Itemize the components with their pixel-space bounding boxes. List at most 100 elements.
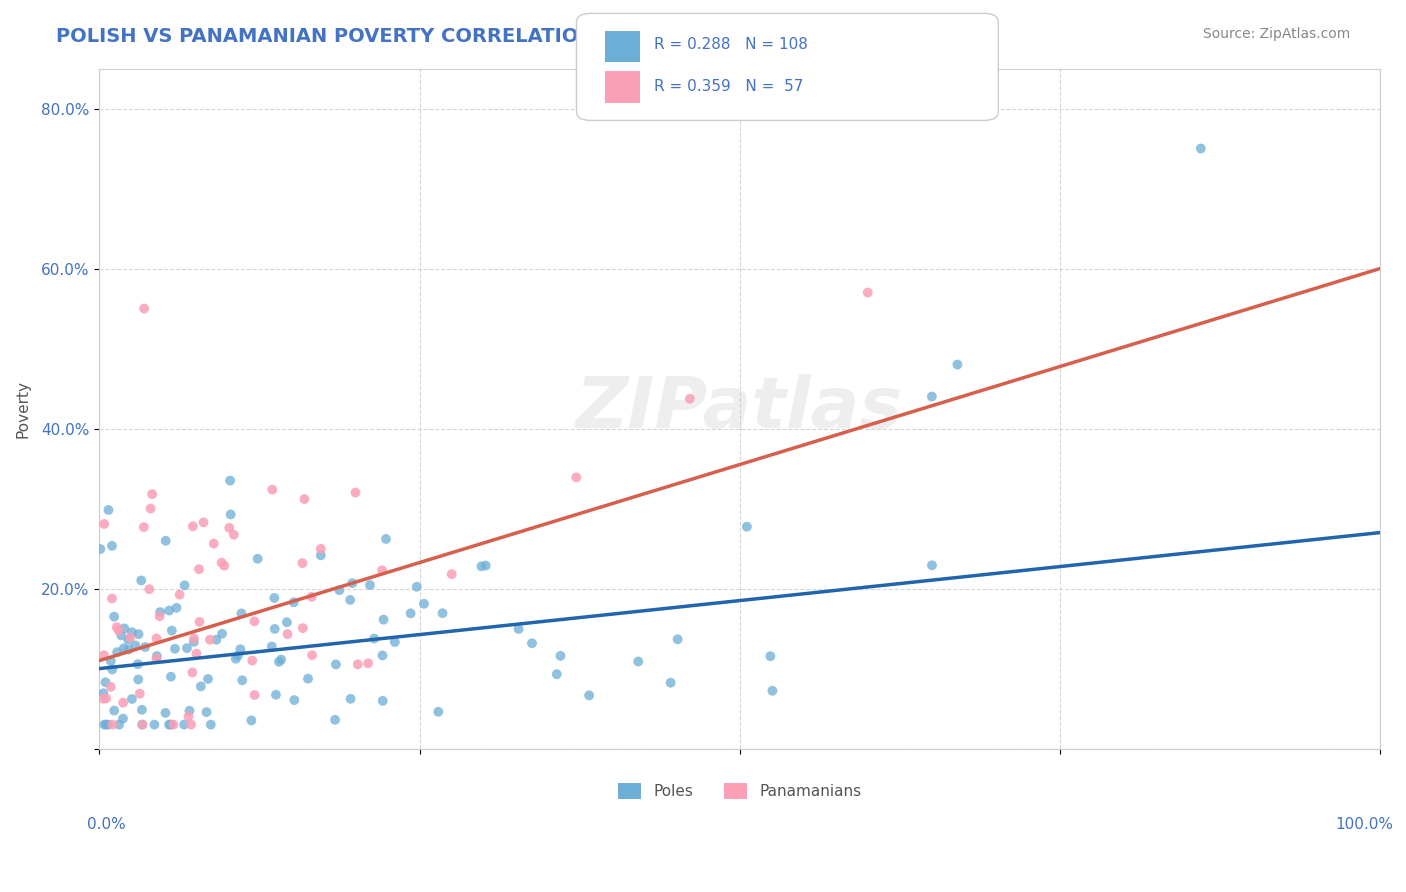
- Poles: [309, 549, 332, 563]
- Poles: [173, 578, 195, 592]
- Panamanians: [131, 717, 153, 731]
- Panamanians: [440, 567, 463, 582]
- Poles: [470, 559, 492, 574]
- Panamanians: [243, 615, 266, 629]
- Text: 100.0%: 100.0%: [1334, 816, 1393, 831]
- Panamanians: [132, 520, 155, 534]
- Poles: [375, 532, 398, 546]
- Poles: [205, 632, 228, 647]
- Panamanians: [120, 631, 142, 645]
- Panamanians: [101, 591, 124, 606]
- Poles: [97, 717, 120, 731]
- Poles: [89, 542, 111, 557]
- Poles: [735, 519, 758, 533]
- Panamanians: [100, 680, 122, 694]
- Poles: [127, 673, 149, 687]
- Poles: [283, 693, 305, 707]
- Poles: [105, 645, 128, 659]
- Panamanians: [186, 647, 208, 661]
- Poles: [229, 642, 252, 657]
- Panamanians: [138, 582, 160, 597]
- Y-axis label: Poverty: Poverty: [15, 380, 30, 438]
- Panamanians: [202, 536, 225, 550]
- Text: 0.0%: 0.0%: [87, 816, 125, 831]
- Poles: [103, 609, 125, 624]
- Poles: [219, 508, 242, 522]
- Poles: [197, 672, 219, 686]
- Poles: [226, 648, 249, 663]
- Poles: [325, 657, 347, 672]
- Panamanians: [212, 558, 235, 573]
- Poles: [112, 641, 135, 656]
- Poles: [339, 593, 361, 607]
- Poles: [157, 717, 180, 731]
- Poles: [176, 641, 198, 656]
- Poles: [131, 717, 153, 731]
- Legend: Poles, Panamanians: Poles, Panamanians: [612, 777, 868, 805]
- Poles: [339, 691, 361, 706]
- Poles: [128, 627, 150, 641]
- Poles: [163, 641, 186, 656]
- Poles: [427, 705, 450, 719]
- Panamanians: [222, 527, 245, 541]
- Poles: [117, 642, 139, 657]
- Poles: [276, 615, 298, 630]
- Poles: [761, 683, 783, 698]
- Poles: [166, 600, 188, 615]
- Poles: [93, 717, 115, 731]
- Panamanians: [301, 648, 323, 662]
- Poles: [246, 551, 269, 566]
- Panamanians: [357, 657, 380, 671]
- Panamanians: [180, 717, 202, 731]
- Panamanians: [107, 624, 129, 638]
- Poles: [219, 474, 242, 488]
- Poles: [94, 717, 117, 731]
- Poles: [627, 655, 650, 669]
- Poles: [101, 539, 124, 553]
- Poles: [110, 628, 132, 642]
- Poles: [173, 717, 195, 731]
- Panamanians: [193, 516, 215, 530]
- Poles: [283, 595, 305, 609]
- Poles: [921, 390, 943, 404]
- Poles: [190, 679, 212, 693]
- Poles: [195, 705, 218, 719]
- Panamanians: [240, 654, 263, 668]
- Poles: [666, 632, 689, 647]
- Panamanians: [291, 621, 314, 635]
- Poles: [550, 648, 572, 663]
- Text: POLISH VS PANAMANIAN POVERTY CORRELATION CHART: POLISH VS PANAMANIAN POVERTY CORRELATION…: [56, 27, 675, 45]
- Panamanians: [291, 556, 314, 570]
- Panamanians: [105, 620, 128, 634]
- Panamanians: [856, 285, 879, 300]
- Poles: [146, 649, 169, 664]
- Poles: [121, 625, 143, 640]
- Poles: [155, 533, 177, 548]
- Text: ZIPatlas: ZIPatlas: [576, 374, 904, 443]
- Panamanians: [309, 541, 332, 556]
- Poles: [413, 597, 436, 611]
- Panamanians: [94, 691, 117, 706]
- Poles: [264, 688, 287, 702]
- Poles: [363, 632, 385, 646]
- Poles: [921, 558, 943, 573]
- Panamanians: [371, 563, 394, 577]
- Poles: [520, 636, 543, 650]
- Panamanians: [181, 519, 204, 533]
- Panamanians: [344, 485, 367, 500]
- Poles: [759, 649, 782, 664]
- Panamanians: [181, 665, 204, 680]
- Poles: [371, 648, 394, 663]
- Panamanians: [139, 501, 162, 516]
- Panamanians: [145, 632, 167, 646]
- Poles: [399, 607, 422, 621]
- Poles: [91, 686, 114, 700]
- Text: Source: ZipAtlas.com: Source: ZipAtlas.com: [1202, 27, 1350, 41]
- Poles: [100, 654, 122, 668]
- Poles: [94, 675, 117, 690]
- Poles: [155, 706, 177, 720]
- Poles: [432, 606, 454, 620]
- Panamanians: [243, 688, 266, 702]
- Poles: [129, 574, 152, 588]
- Panamanians: [141, 487, 163, 501]
